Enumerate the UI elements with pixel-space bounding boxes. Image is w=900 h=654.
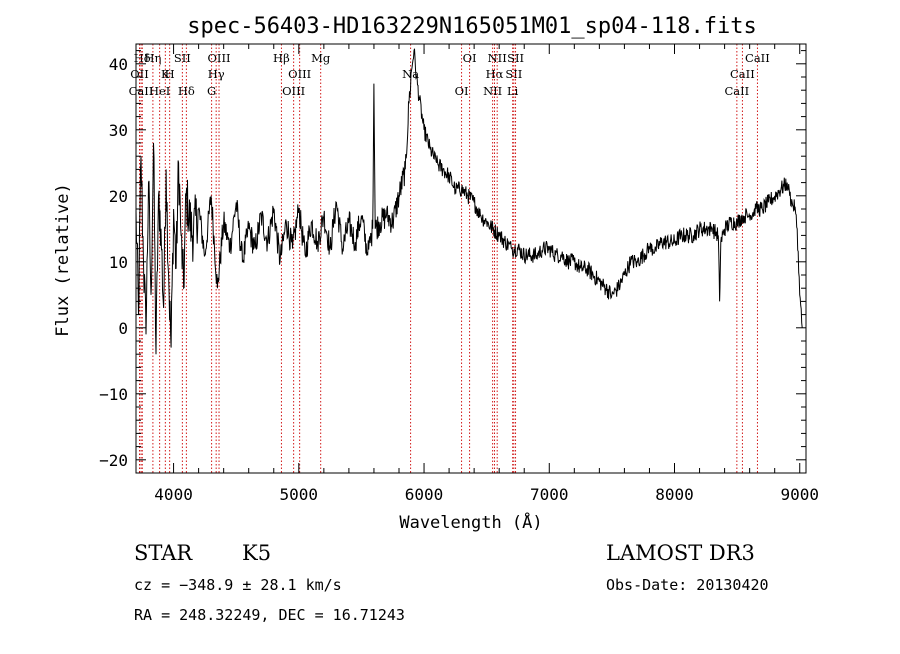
y-tick-label: −10 (99, 385, 128, 404)
axis-ticks: 4000 5000 6000 7000 8000 9000 −20 −10 0 10 20 30 40 (99, 44, 819, 504)
chart-title: spec-56403-HD163229N165051M01_sp04-118.f… (187, 14, 757, 39)
spectrum-line (135, 48, 803, 355)
line-marker-label: OIII (288, 67, 311, 81)
line-marker-label: Hδ (178, 84, 195, 98)
y-tick-label: −20 (99, 451, 128, 470)
x-tick-label: 8000 (655, 485, 694, 504)
line-marker-label: Hα (486, 67, 504, 81)
x-tick-label: 5000 (280, 485, 319, 504)
line-marker-label: OIII (282, 84, 305, 98)
y-tick-label: 30 (109, 121, 128, 140)
line-marker-label: Mg (311, 51, 331, 65)
line-marker-label: OIII (207, 51, 230, 65)
line-marker-label: CaII (745, 51, 770, 65)
survey-name: LAMOST DR3 (606, 541, 755, 565)
line-marker-label: Li (507, 84, 519, 98)
y-tick-label: 10 (109, 253, 128, 272)
line-marker-label: K (161, 67, 170, 81)
object-subclass: K5 (242, 541, 271, 565)
y-tick-label: 40 (109, 55, 128, 74)
line-marker-label: Hη (144, 51, 161, 65)
line-marker-label: Hδ (134, 51, 151, 65)
line-marker-label: Hβ (273, 51, 290, 65)
line-marker-label: SII (174, 51, 191, 65)
line-marker-label: G (207, 84, 216, 98)
line-marker-label: H (165, 67, 175, 81)
x-tick-label: 7000 (530, 485, 569, 504)
line-marker-label: HeI (149, 84, 170, 98)
object-class: STAR (134, 541, 193, 565)
y-axis-label: Flux (relative) (53, 183, 73, 337)
line-marker-label: SII (505, 67, 522, 81)
sky-coordinates: RA = 248.32249, DEC = 16.71243 (134, 606, 405, 624)
line-marker-label: OI (463, 51, 477, 65)
line-marker-label: NII (483, 84, 502, 98)
spectrum-series (135, 48, 803, 355)
line-marker-label: NII (488, 51, 507, 65)
observation-date: Obs-Date: 20130420 (606, 576, 769, 594)
redshift-velocity: cz = −348.9 ± 28.1 km/s (134, 576, 342, 594)
y-tick-label: 0 (118, 319, 128, 338)
x-tick-label: 4000 (154, 485, 193, 504)
line-marker-label: Hγ (208, 67, 225, 81)
x-axis-label: Wavelength (Å) (399, 511, 542, 533)
line-marker-label: SII (507, 51, 524, 65)
x-tick-label: 6000 (405, 485, 444, 504)
plot-frame (135, 43, 807, 474)
line-marker-label: CaII (129, 84, 154, 98)
line-marker-label: CaII (724, 84, 749, 98)
line-marker-label: CaII (730, 67, 755, 81)
y-tick-label: 20 (109, 187, 128, 206)
emission-line-markers: HδOIICaIIHηKHeISIIHHδOIIIHγGHβOIIIOIIIMg… (129, 44, 770, 473)
x-tick-label: 9000 (780, 485, 819, 504)
line-marker-label: OI (455, 84, 469, 98)
line-marker-label: OII (130, 67, 149, 81)
